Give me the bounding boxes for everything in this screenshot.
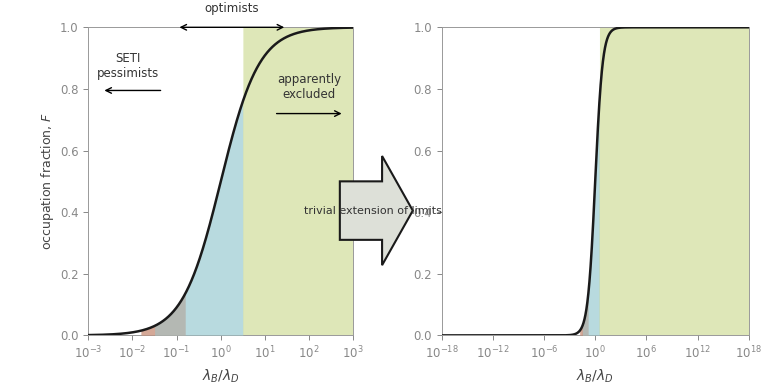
Text: SETI
optimists: SETI optimists — [204, 0, 259, 15]
Bar — [141, 27, 186, 335]
Bar — [243, 27, 353, 335]
X-axis label: $\lambda_B/\lambda_D$: $\lambda_B/\lambda_D$ — [576, 367, 614, 385]
Bar — [580, 27, 588, 335]
Bar — [154, 27, 243, 335]
Text: apparently
excluded: apparently excluded — [277, 73, 341, 101]
Bar — [582, 27, 600, 335]
Text: trivial extension of limits: trivial extension of limits — [303, 206, 442, 216]
Text: SETI
pessimists: SETI pessimists — [97, 52, 159, 80]
X-axis label: $\lambda_B/\lambda_D$: $\lambda_B/\lambda_D$ — [202, 367, 240, 385]
Y-axis label: occupation fraction, $F$: occupation fraction, $F$ — [39, 112, 56, 250]
Polygon shape — [339, 156, 412, 265]
Bar — [600, 27, 749, 335]
